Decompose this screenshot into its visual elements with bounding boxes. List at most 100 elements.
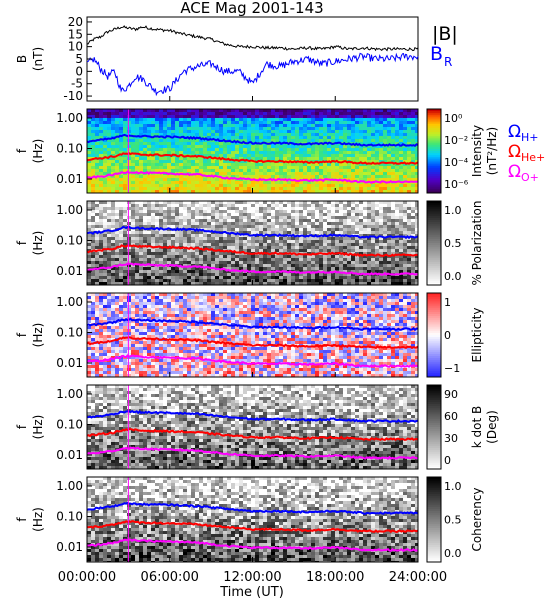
spectrogram-cell [395,258,399,261]
spectrogram-cell [251,151,255,154]
spectrogram-cell [191,130,195,133]
spectrogram-cell [147,213,151,216]
spectrogram-cell [87,148,91,151]
spectrogram-cell [183,163,187,166]
spectrogram-cell [227,273,231,276]
spectrogram-cell [387,163,391,166]
spectrogram-cell [111,175,115,178]
spectrogram-cell [299,225,303,228]
spectrogram-cell [195,148,199,151]
spectrogram-cell [211,219,215,222]
spectrogram-cell [147,204,151,207]
spectrogram-cell [107,118,111,121]
spectrogram-cell [135,276,139,279]
spectrogram-cell [211,139,215,142]
spectrogram-cell [323,213,327,216]
spectrogram-cell [351,109,355,112]
spectrogram-cell [195,151,199,154]
spectrogram-cell [223,213,227,216]
spectrogram-cell [375,279,379,282]
spectrogram-cell [335,276,339,279]
spectrogram-cell [347,184,351,187]
colorbar-step [427,125,441,129]
spectrogram-cell [335,231,339,234]
spectrogram-cell [163,169,167,172]
spectrogram-cell [267,222,271,225]
spectrogram-cell [159,216,163,219]
spectrogram-cell [395,121,399,124]
spectrogram-cell [311,127,315,130]
spectrogram-cell [387,261,391,264]
spectrogram-cell [315,145,319,148]
spectrogram-cell [339,151,343,154]
spectrogram-cell [411,151,415,154]
spectrogram-cell [91,127,95,130]
spectrogram-cell [267,273,271,276]
spectrogram-cell [403,282,407,285]
spectrogram-cell [215,204,219,207]
spectrogram-cell [87,207,91,210]
spectrogram-cell [263,154,267,157]
spectrogram-cell [359,246,363,249]
spectrogram-cell [159,148,163,151]
spectrogram-cell [303,139,307,142]
spectrogram-cell [303,210,307,213]
spectrogram-cell [239,273,243,276]
spectrogram-cell [403,246,407,249]
spectrogram-cell [203,148,207,151]
spectrogram-cell [111,151,115,154]
spectrogram-cell [87,190,91,193]
spectrogram-cell [295,190,299,193]
spectrogram-cell [163,127,167,130]
spectrogram-cell [191,157,195,160]
spectrogram-cell [367,109,371,112]
spectrogram-cell [323,118,327,121]
spectrogram-cell [91,219,95,222]
spectrogram-cell [139,172,143,175]
spectrogram-cell [131,142,135,145]
spectrogram-cell [383,261,387,264]
spectrogram-cell [175,139,179,142]
spectrogram-cell [243,184,247,187]
spectrogram-cell [339,109,343,112]
spectrogram-cell [355,204,359,207]
spectrogram-cell [259,151,263,154]
spectrogram-cell [163,249,167,252]
spectrogram-cell [139,210,143,213]
spectrogram-cell [87,118,91,121]
spectrogram-cell [311,201,315,204]
spectrogram-cell [271,133,275,136]
spectrogram-cell [143,216,147,219]
spectrogram-cell [239,219,243,222]
spectrogram-cell [291,213,295,216]
spectrogram-cell [379,151,383,154]
spectrogram-cell [107,204,111,207]
spectrogram-cell [191,276,195,279]
spectrogram-cell [311,255,315,258]
spectrogram-cell [323,124,327,127]
spectrogram-cell [183,127,187,130]
spectrogram-cell [391,172,395,175]
spectrogram-cell [127,210,131,213]
spectrogram-cell [227,228,231,231]
spectrogram-cell [195,190,199,193]
spectrogram-cell [407,225,411,228]
spectrogram-cell [327,121,331,124]
spectrogram-cell [163,225,167,228]
spectrogram-cell [131,282,135,285]
spectrogram-cell [395,237,399,240]
spectrogram-cell [279,204,283,207]
spectrogram-cell [107,305,111,308]
spectrogram-cell [239,160,243,163]
spectrogram-cell [307,148,311,151]
spectrogram-cell [319,276,323,279]
spectrogram-cell [203,154,207,157]
spectrogram-cell [111,163,115,166]
spectrogram-cell [183,234,187,237]
spectrogram-cell [123,118,127,121]
spectrogram-cell [103,127,107,130]
spectrogram-cell [147,142,151,145]
spectrogram-cell [327,181,331,184]
spectrogram-cell [255,231,259,234]
spectrogram-cell [347,252,351,255]
